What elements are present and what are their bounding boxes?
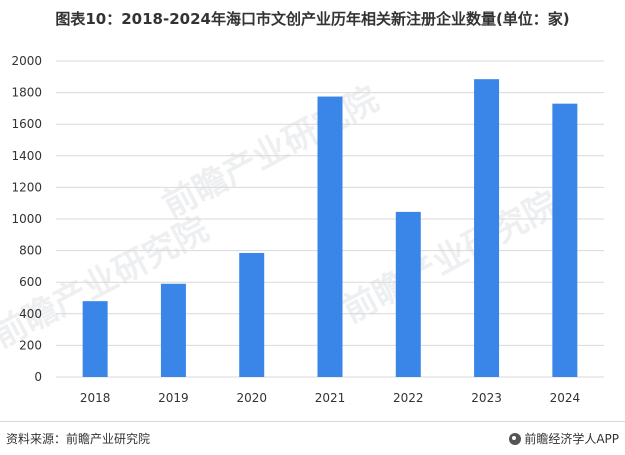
x-tick-label: 2023	[471, 391, 502, 405]
y-tick-label: 0	[34, 370, 42, 384]
qianzhan-logo-icon	[509, 432, 522, 445]
x-tick-label: 2022	[393, 391, 424, 405]
bar-2024	[552, 103, 578, 377]
bar-2023	[474, 79, 500, 378]
bar-chart: 0 200 400 600 800 1000 1200 1400 1600 1800 2000 201…	[11, 54, 604, 405]
y-tick-label: 1000	[11, 212, 42, 226]
x-tick-label: 2021	[315, 391, 346, 405]
bar-2021	[317, 96, 343, 378]
x-tick-label: 2019	[158, 391, 189, 405]
chart-title: 图表10：2018-2024年海口市文创产业历年相关新注册企业数量(单位：家)	[55, 10, 570, 28]
brand-label: 前瞻经济学人APP	[524, 432, 619, 446]
x-tick-label: 2024	[550, 391, 581, 405]
y-tick-label: 400	[19, 307, 42, 321]
y-tick-label: 1800	[11, 86, 42, 100]
bar-2019	[160, 283, 186, 377]
bar-2020	[239, 252, 265, 377]
footer-divider	[0, 421, 625, 422]
y-tick-label: 1200	[11, 180, 42, 194]
x-tick-label: 2020	[236, 391, 267, 405]
bar-2022	[395, 211, 421, 377]
y-tick-label: 2000	[11, 54, 42, 68]
x-tick-label: 2018	[80, 391, 111, 405]
bar-2018	[82, 301, 108, 377]
y-tick-label: 800	[19, 244, 42, 258]
y-tick-label: 1600	[11, 117, 42, 131]
brand-credit: 前瞻经济学人APP	[509, 430, 619, 447]
y-tick-label: 600	[19, 275, 42, 289]
y-tick-label: 1400	[11, 149, 42, 163]
source-note: 资料来源：前瞻产业研究院	[6, 432, 151, 446]
y-tick-label: 200	[19, 338, 42, 352]
